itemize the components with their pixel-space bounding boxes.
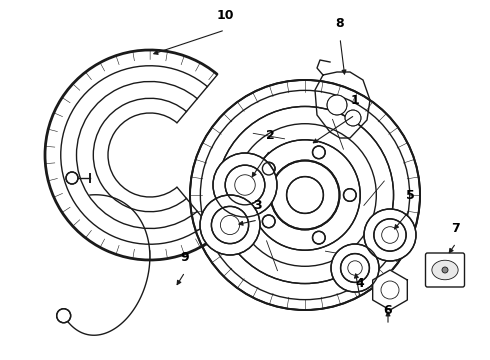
- Text: 8: 8: [336, 17, 344, 30]
- Text: 6: 6: [384, 304, 392, 317]
- Circle shape: [345, 110, 361, 126]
- Circle shape: [287, 177, 323, 213]
- Circle shape: [217, 107, 393, 284]
- Polygon shape: [373, 270, 407, 310]
- Circle shape: [270, 161, 340, 230]
- Circle shape: [190, 80, 420, 310]
- Circle shape: [211, 206, 248, 244]
- Circle shape: [343, 189, 356, 201]
- Text: 1: 1: [351, 94, 359, 107]
- Text: 7: 7: [452, 222, 461, 235]
- Circle shape: [442, 267, 448, 273]
- Text: 3: 3: [254, 199, 262, 212]
- Circle shape: [374, 219, 406, 251]
- Circle shape: [262, 162, 275, 175]
- Circle shape: [262, 215, 275, 228]
- Circle shape: [313, 146, 325, 159]
- Text: 5: 5: [406, 189, 415, 202]
- Text: 9: 9: [181, 251, 189, 264]
- Text: 10: 10: [216, 9, 234, 22]
- Ellipse shape: [432, 260, 458, 280]
- Text: 4: 4: [356, 277, 365, 290]
- Circle shape: [364, 209, 416, 261]
- Circle shape: [57, 309, 71, 323]
- Circle shape: [313, 231, 325, 244]
- Circle shape: [341, 253, 369, 282]
- Circle shape: [200, 195, 260, 255]
- FancyBboxPatch shape: [425, 253, 465, 287]
- Circle shape: [327, 95, 347, 115]
- Circle shape: [331, 244, 379, 292]
- Text: 2: 2: [266, 129, 274, 142]
- Circle shape: [213, 153, 277, 217]
- Circle shape: [66, 172, 78, 184]
- Circle shape: [250, 140, 360, 250]
- Circle shape: [225, 165, 265, 205]
